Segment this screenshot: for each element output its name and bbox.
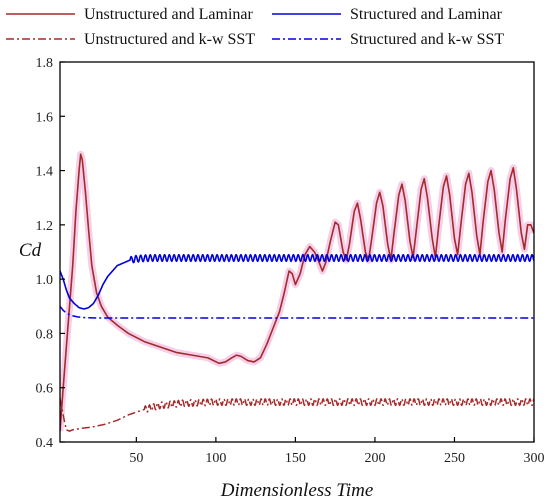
x-tick-label: 300 [524, 451, 545, 466]
x-tick-label: 150 [285, 451, 306, 466]
y-axis-title: Cd [19, 240, 42, 261]
series-line-unstructured-kw-sst [60, 398, 534, 432]
series-line-structured-laminar [60, 253, 534, 310]
x-tick-label: 200 [364, 451, 385, 466]
y-tick-label: 1.6 [36, 110, 54, 125]
y-tick-label: 0.8 [36, 327, 54, 342]
x-tick-label: 250 [444, 451, 465, 466]
series-line-structured-kw-sst [60, 305, 534, 319]
plot-frame [59, 61, 535, 443]
legend-label-structured-laminar: Structured and Laminar [350, 6, 503, 23]
legend-label-structured-kw-sst: Structured and k-w SST [350, 31, 504, 48]
plot-series [60, 150, 534, 432]
x-tick-label: 100 [205, 451, 226, 466]
y-tick-label: 1.4 [36, 165, 54, 180]
y-tick-label: 1.8 [36, 56, 54, 71]
legend-label-unstructured-laminar: Unstructured and Laminar [84, 6, 254, 23]
y-tick-label: 0.4 [36, 436, 54, 451]
y-tick-label: 1.0 [36, 273, 54, 288]
x-axis-title: Dimensionless Time [220, 480, 374, 501]
series-line-unstructured-laminar [60, 153, 534, 432]
legend: Unstructured and Laminar Structured and … [6, 6, 504, 48]
y-tick-label: 1.2 [36, 219, 54, 234]
legend-label-unstructured-kw-sst: Unstructured and k-w SST [84, 31, 255, 48]
y-tick-label: 0.6 [36, 382, 54, 397]
axis-ticks: 50 100 150 200 250 300 0.4 0.6 0.8 1.0 1.2 1.4 1.6 1.… [36, 56, 545, 466]
x-tick-label: 50 [129, 451, 143, 466]
